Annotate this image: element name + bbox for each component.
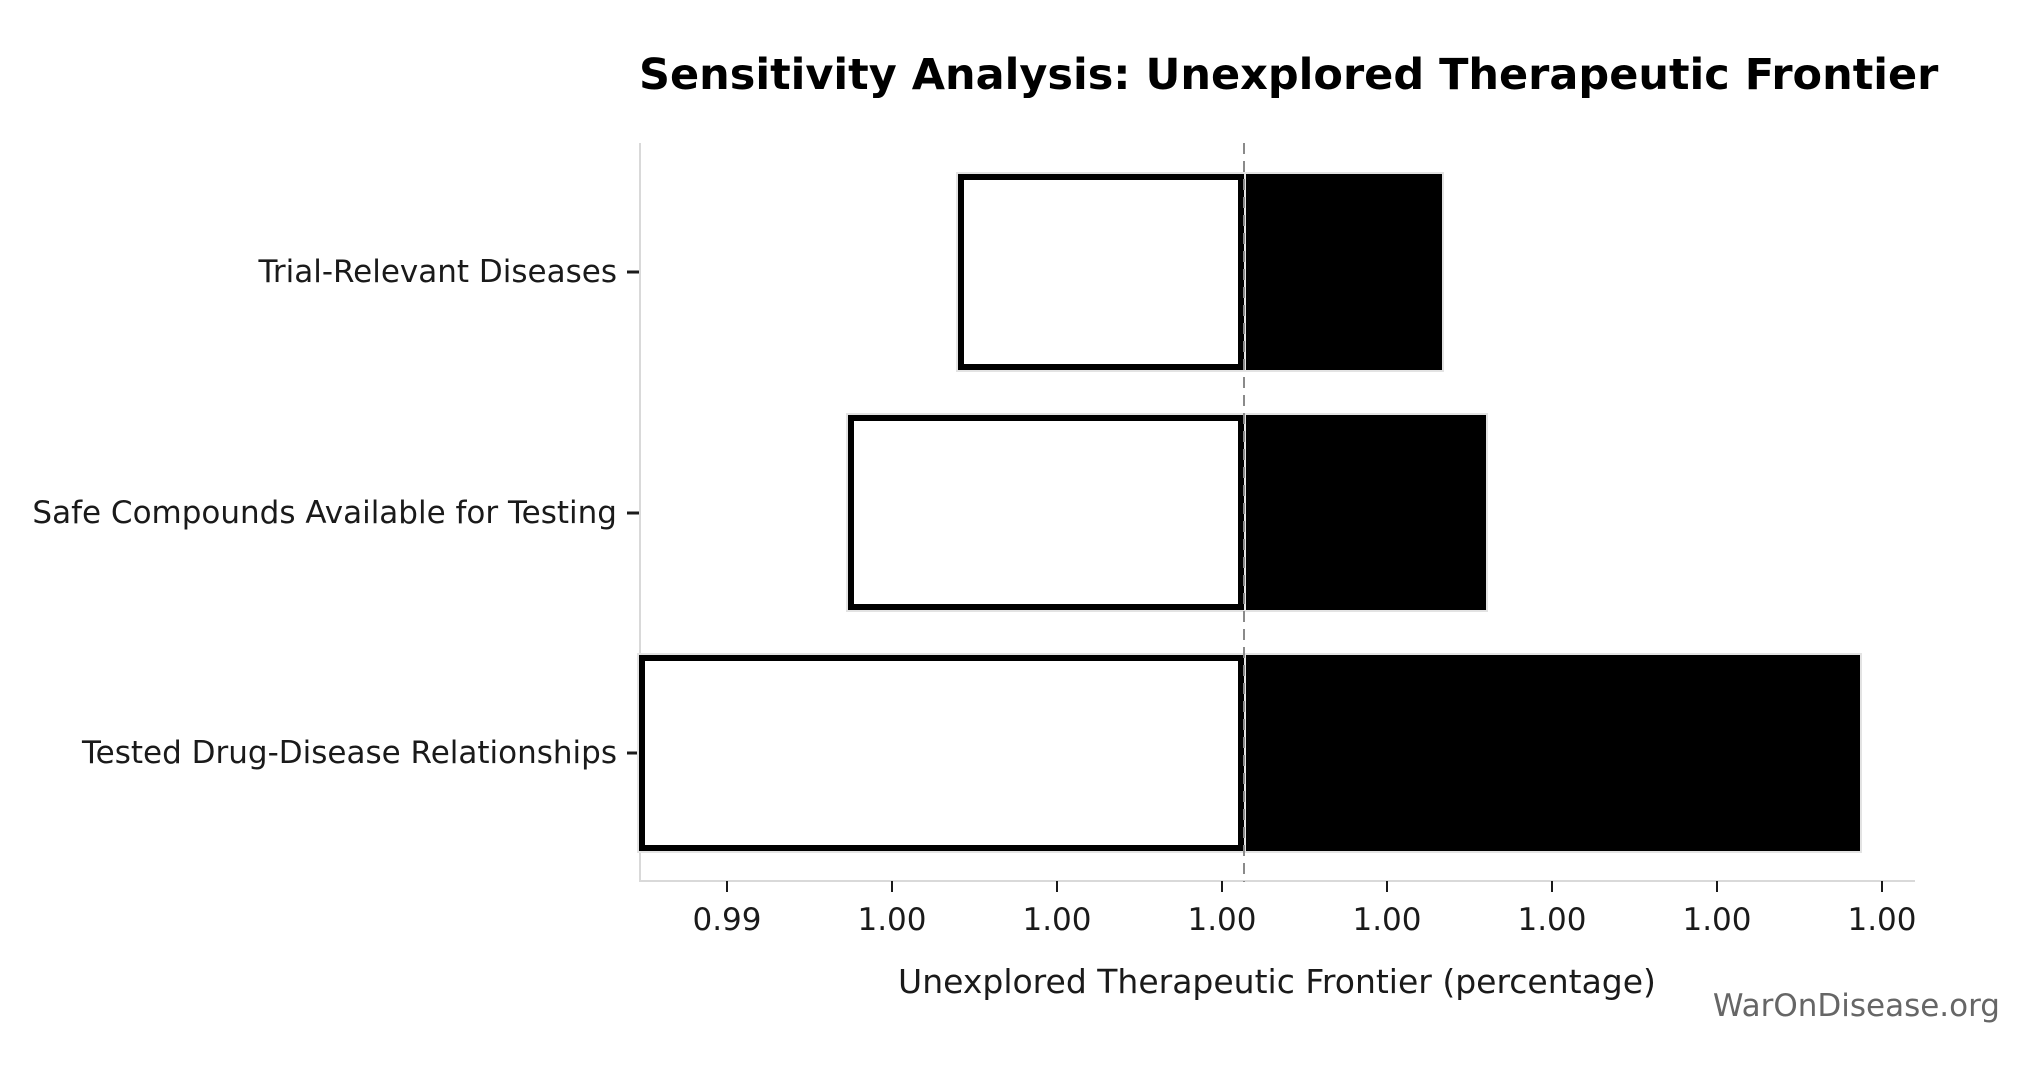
plot-area [639,143,1915,882]
x-tick-mark [1386,881,1388,892]
x-axis-label: Unexplored Therapeutic Frontier (percent… [898,962,1656,1001]
x-tick-mark [891,881,893,892]
y-tick-mark [627,751,639,755]
bar-high-segment [1244,654,1860,851]
bar-low-segment [848,414,1244,611]
chart-title: Sensitivity Analysis: Unexplored Therape… [639,50,1939,100]
watermark-text: WarOnDisease.org [1712,988,2000,1024]
x-tick-mark [1551,881,1553,892]
bar-high-segment [1244,414,1486,611]
y-tick-mark [627,270,639,274]
x-tick-mark [1221,881,1223,892]
x-tick-label: 1.00 [1682,902,1752,938]
x-tick-label: 1.00 [1352,902,1422,938]
x-tick-label: 1.00 [1187,902,1257,938]
x-tick-label: 1.00 [857,902,927,938]
x-tick-mark [1056,881,1058,892]
y-category-label: Safe Compounds Available for Testing [32,494,617,531]
bar-high-segment [1244,174,1442,371]
bar-low-segment [958,174,1244,371]
x-tick-label: 1.00 [1847,902,1917,938]
bar-low-segment [639,654,1244,851]
y-category-label: Tested Drug-Disease Relationships [81,734,617,771]
y-tick-mark [627,511,639,514]
x-tick-label: 0.99 [692,902,762,938]
baseline-dashed-line [1243,143,1245,882]
x-tick-mark [1716,881,1718,892]
x-tick-label: 1.00 [1022,902,1092,938]
x-tick-mark [726,881,728,892]
y-category-label: Trial-Relevant Diseases [258,254,617,291]
x-tick-mark [1881,881,1883,892]
x-tick-label: 1.00 [1517,902,1587,938]
